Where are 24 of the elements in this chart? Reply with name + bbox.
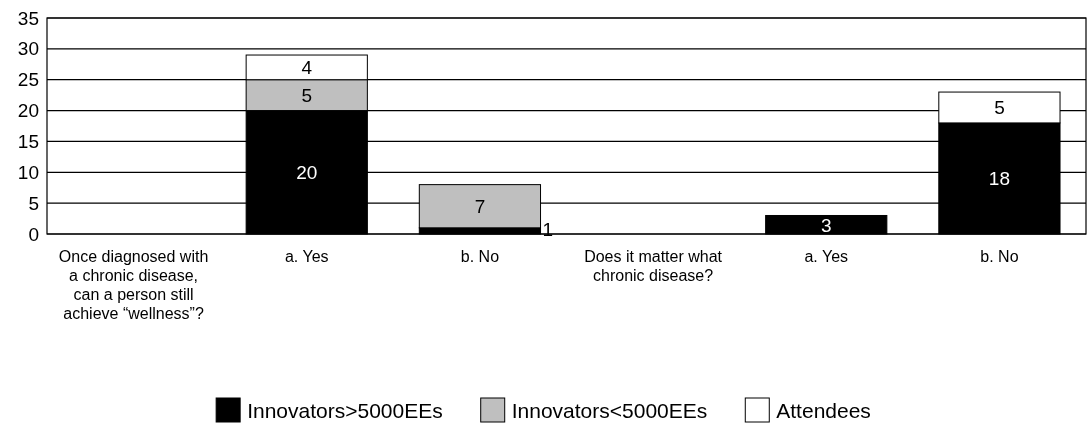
- y-tick-label: 25: [17, 69, 39, 91]
- data-label: 5: [994, 97, 1005, 119]
- x-tick-label: a. Yes: [284, 248, 329, 265]
- legend-label: Innovators<5000EEs: [511, 399, 708, 422]
- legend-label: Innovators>5000EEs: [247, 399, 443, 422]
- y-tick-label: 0: [28, 223, 39, 245]
- y-tick-label: 30: [17, 38, 39, 60]
- data-label: 7: [474, 196, 486, 218]
- y-tick-label: 15: [17, 131, 39, 153]
- data-label: 18: [988, 168, 1010, 190]
- x-tick-label: Does it matter what chronic disease?: [584, 248, 723, 284]
- x-tick-label: b. No: [460, 248, 500, 265]
- x-tick-label: b. No: [980, 248, 1019, 265]
- y-tick-label: 5: [28, 192, 39, 214]
- data-label: 3: [820, 214, 832, 236]
- data-label: 5: [301, 85, 313, 107]
- legend-label: Attendees: [776, 399, 871, 422]
- y-tick-label: 20: [17, 100, 39, 122]
- y-tick-label: 35: [17, 7, 39, 29]
- data-label: 4: [301, 57, 313, 79]
- x-tick-label: a. Yes: [804, 248, 849, 265]
- y-tick-label: 10: [17, 161, 39, 183]
- data-label: 20: [296, 162, 318, 184]
- x-tick-label: Once diagnosed with a chronic disease, can a person still achieve “wellness”?: [58, 248, 209, 322]
